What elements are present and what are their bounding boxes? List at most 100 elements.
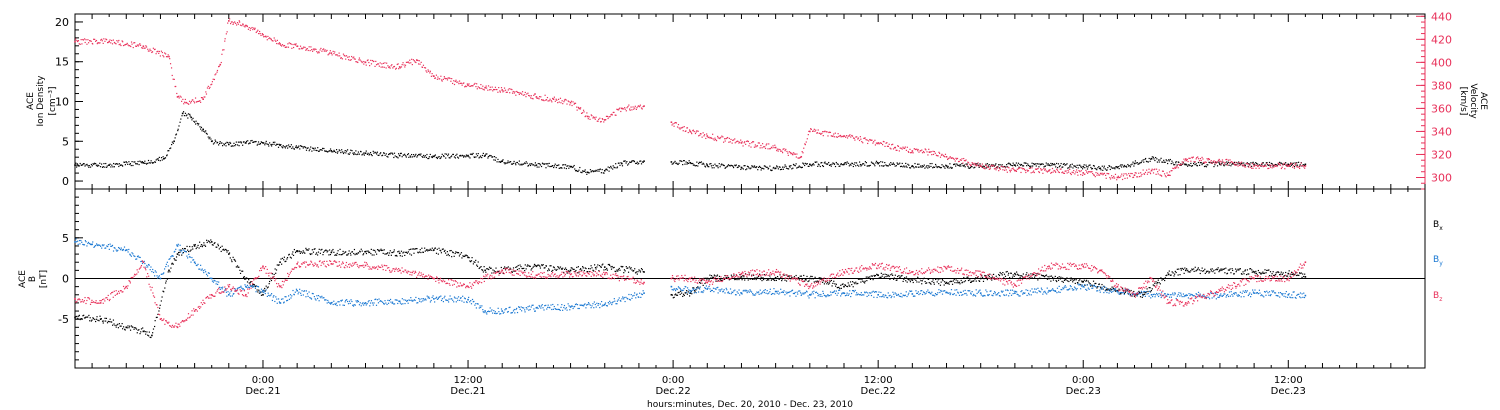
data-point [693, 130, 695, 133]
data-point [358, 57, 361, 59]
data-point [92, 317, 94, 319]
data-point [460, 252, 463, 254]
data-point [576, 109, 578, 111]
data-point [537, 97, 539, 99]
data-point [1238, 269, 1240, 271]
data-point [753, 278, 755, 280]
data-point [679, 290, 682, 292]
data-point [541, 99, 543, 101]
data-point [1014, 165, 1017, 167]
data-point [187, 117, 189, 119]
data-point [194, 243, 196, 246]
data-point [245, 142, 247, 144]
data-point [861, 140, 863, 143]
data-point [609, 115, 611, 118]
data-point [950, 166, 952, 168]
data-point [511, 92, 514, 94]
data-point [1237, 163, 1239, 165]
data-point [902, 280, 904, 283]
data-point [518, 268, 520, 270]
data-point [1162, 170, 1164, 172]
data-point [670, 285, 673, 288]
data-point [440, 75, 442, 77]
data-point [101, 244, 104, 246]
data-point [180, 96, 182, 98]
data-point [946, 167, 949, 169]
data-point [852, 137, 855, 139]
data-point [463, 82, 465, 84]
data-point [347, 59, 350, 61]
data-point [190, 261, 192, 263]
data-point [939, 156, 942, 158]
data-point [202, 128, 204, 131]
data-point [1238, 162, 1240, 164]
data-point [300, 145, 302, 147]
data-point [368, 251, 370, 254]
data-point [946, 158, 949, 161]
data-point [1111, 177, 1113, 179]
data-point [1073, 170, 1075, 172]
data-point [286, 256, 289, 259]
data-point [145, 266, 147, 268]
data-point [1223, 268, 1226, 270]
data-point [444, 77, 446, 79]
data-point [590, 171, 592, 173]
data-point [353, 252, 355, 255]
data-point [366, 250, 368, 252]
data-point [743, 276, 745, 278]
data-point [1041, 275, 1043, 277]
data-point [559, 97, 562, 99]
data-point [171, 255, 173, 257]
data-point [944, 282, 947, 284]
date-tick-label: Dec.22 [655, 386, 690, 397]
data-point [563, 101, 565, 103]
data-point [295, 146, 297, 148]
data-point [841, 135, 843, 137]
data-point [75, 162, 77, 164]
data-point [477, 261, 479, 263]
data-point [712, 276, 715, 278]
data-point [585, 171, 587, 173]
data-point [299, 45, 302, 47]
data-point [1233, 162, 1235, 165]
data-point [111, 39, 113, 42]
data-point [957, 282, 959, 284]
data-point [956, 282, 958, 284]
data-point [1202, 270, 1204, 272]
data-point [568, 101, 570, 103]
data-point [116, 250, 118, 252]
data-point [827, 135, 829, 137]
data-point [353, 248, 356, 251]
data-point [1084, 173, 1086, 175]
data-point [392, 67, 394, 69]
data-point [395, 67, 397, 69]
data-point [524, 162, 526, 165]
data-point [309, 296, 311, 299]
data-point [1264, 164, 1266, 166]
data-point [621, 162, 623, 165]
data-point [106, 322, 109, 324]
data-point [188, 253, 190, 255]
data-point [318, 52, 320, 54]
data-point [813, 128, 815, 130]
data-point [1287, 165, 1290, 167]
data-point [177, 251, 180, 254]
data-point [164, 157, 166, 159]
data-point [1208, 158, 1211, 161]
data-point [619, 269, 621, 271]
data-point [1093, 165, 1095, 167]
data-point [401, 64, 403, 66]
data-point [791, 153, 794, 156]
data-point [1181, 163, 1183, 165]
data-point [439, 249, 441, 251]
data-point [186, 114, 188, 116]
data-point [340, 254, 342, 256]
data-point [849, 285, 851, 287]
data-point [1106, 169, 1108, 171]
data-point [675, 162, 677, 164]
data-point [356, 61, 358, 63]
data-point [157, 276, 160, 278]
data-point [474, 82, 476, 85]
data-point [600, 266, 602, 268]
data-point [169, 58, 171, 60]
